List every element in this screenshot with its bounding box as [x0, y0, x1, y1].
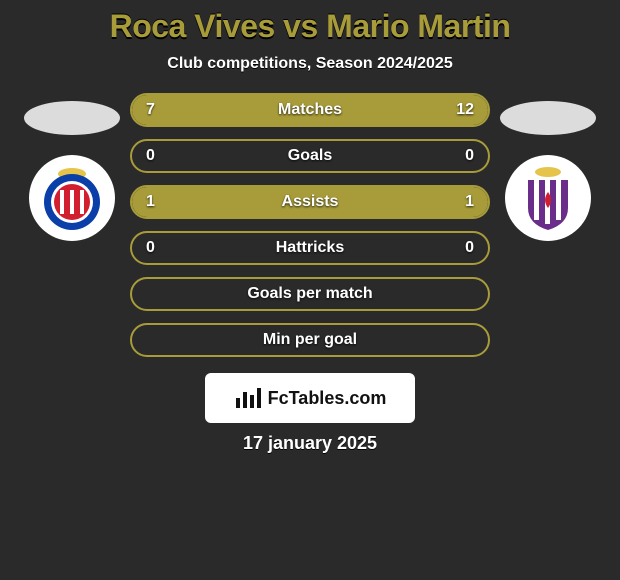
infographic-root: Roca Vives vs Mario Martin Club competit… [0, 0, 620, 454]
stat-value-left: 7 [146, 101, 155, 119]
stat-bar: 0 0 Hattricks [130, 231, 490, 265]
player-left-photo-placeholder [24, 101, 120, 135]
date-label: 17 january 2025 [0, 433, 620, 454]
stat-value-left: 0 [146, 239, 155, 257]
club-badge-right [505, 155, 591, 241]
stat-bar: Goals per match [130, 277, 490, 311]
player-right-photo-placeholder [500, 101, 596, 135]
stat-label: Goals [288, 147, 332, 165]
stat-label: Matches [278, 101, 342, 119]
stat-bar: 1 1 Assists [130, 185, 490, 219]
valladolid-badge-icon [512, 162, 584, 234]
stat-label: Hattricks [276, 239, 344, 257]
stat-bar: Min per goal [130, 323, 490, 357]
page-title: Roca Vives vs Mario Martin [0, 8, 620, 45]
chart-bars-icon [234, 386, 262, 410]
page-subtitle: Club competitions, Season 2024/2025 [0, 55, 620, 73]
stats-column: 7 12 Matches 0 0 Goals 1 1 Assists 0 0 Hattricks Goa… [130, 93, 490, 357]
club-badge-left [29, 155, 115, 241]
stat-bar: 0 0 Goals [130, 139, 490, 173]
stat-label: Min per goal [263, 331, 357, 349]
stat-bar: 7 12 Matches [130, 93, 490, 127]
stat-value-left: 1 [146, 193, 155, 211]
stat-value-right: 0 [465, 147, 474, 165]
brand-label: FcTables.com [268, 388, 387, 409]
main-row: 7 12 Matches 0 0 Goals 1 1 Assists 0 0 Hattricks Goa… [0, 93, 620, 357]
brand-box: FcTables.com [205, 373, 415, 423]
stat-value-right: 1 [465, 193, 474, 211]
right-player-column [498, 93, 598, 241]
stat-label: Assists [282, 193, 339, 211]
left-player-column [22, 93, 122, 241]
stat-label: Goals per match [247, 285, 372, 303]
stat-value-right: 12 [456, 101, 474, 119]
espanyol-badge-icon [36, 162, 108, 234]
stat-value-left: 0 [146, 147, 155, 165]
stat-value-right: 0 [465, 239, 474, 257]
